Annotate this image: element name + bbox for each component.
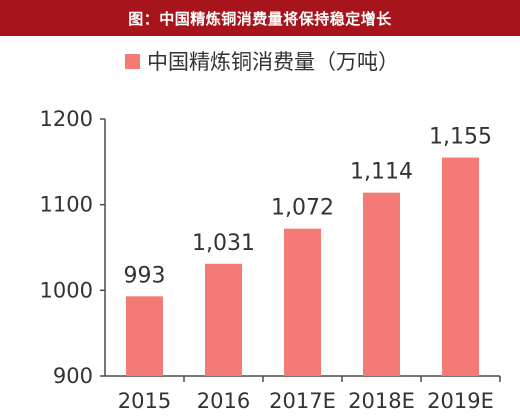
legend-label: 中国精炼铜消费量（万吨） [147, 50, 399, 74]
bar-2016 [205, 263, 242, 376]
y-tick-label: 1000 [40, 278, 93, 302]
chart-title: 图：中国精炼铜消费量将保持稳定增长 [128, 9, 392, 28]
bar-2017E [284, 228, 321, 376]
x-tick-label: 2018E [348, 389, 415, 413]
bar-2018E [363, 192, 400, 376]
data-label-2016: 1,031 [192, 231, 255, 256]
data-label-2015: 993 [124, 263, 166, 288]
x-tick-label: 2015 [118, 389, 171, 413]
y-tick-label: 1200 [40, 107, 93, 131]
legend-swatch [125, 54, 140, 69]
data-label-2019E: 1,155 [429, 125, 492, 150]
y-tick-label: 900 [53, 364, 93, 388]
y-axis: 900 1000 1100 1200 [40, 107, 106, 388]
data-labels: 993 1,031 1,072 1,114 1,155 [124, 125, 492, 289]
data-label-2017E: 1,072 [271, 196, 334, 221]
x-tick-label: 2019E [427, 389, 494, 413]
data-label-2018E: 1,114 [350, 160, 413, 185]
chart-title-banner: 图：中国精炼铜消费量将保持稳定增长 [0, 0, 520, 36]
bar-2019E [442, 157, 479, 376]
y-tick-label: 1100 [40, 193, 93, 217]
x-tick-label: 2016 [197, 389, 250, 413]
bar-2015 [126, 296, 163, 376]
bars [126, 157, 479, 376]
x-axis: 2015 2016 2017E 2018E 2019E [105, 375, 501, 413]
legend: 中国精炼铜消费量（万吨） [125, 50, 399, 74]
x-tick-label: 2017E [269, 389, 336, 413]
